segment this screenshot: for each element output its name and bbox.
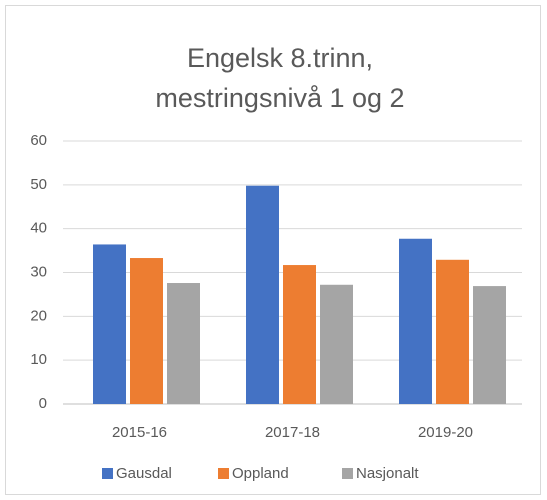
y-tick-label: 10 — [30, 351, 47, 368]
x-tick-label: 2019-20 — [418, 424, 473, 441]
y-tick-label: 40 — [30, 220, 47, 237]
chart-title: Engelsk 8.trinn, — [187, 43, 373, 73]
y-tick-label: 60 — [30, 132, 47, 149]
bar — [320, 284, 353, 404]
y-tick-label: 20 — [30, 307, 47, 324]
legend-swatch — [102, 468, 113, 479]
y-tick-label: 0 — [39, 395, 47, 412]
bar — [283, 265, 316, 404]
bar — [167, 283, 200, 404]
bar — [93, 244, 126, 404]
x-tick-label: 2015-16 — [112, 424, 167, 441]
chart-title: mestringsnivå 1 og 2 — [155, 83, 404, 113]
legend-label: Gausdal — [116, 465, 172, 482]
legend-label: Nasjonalt — [356, 465, 419, 482]
y-tick-label: 30 — [30, 263, 47, 280]
legend-swatch — [342, 468, 353, 479]
bar — [246, 185, 279, 404]
legend-swatch — [218, 468, 229, 479]
x-tick-label: 2017-18 — [265, 424, 320, 441]
bar — [436, 259, 469, 404]
bar — [399, 238, 432, 404]
bar — [130, 258, 163, 404]
y-tick-label: 50 — [30, 176, 47, 193]
bar — [473, 286, 506, 404]
legend-label: Oppland — [232, 465, 289, 482]
